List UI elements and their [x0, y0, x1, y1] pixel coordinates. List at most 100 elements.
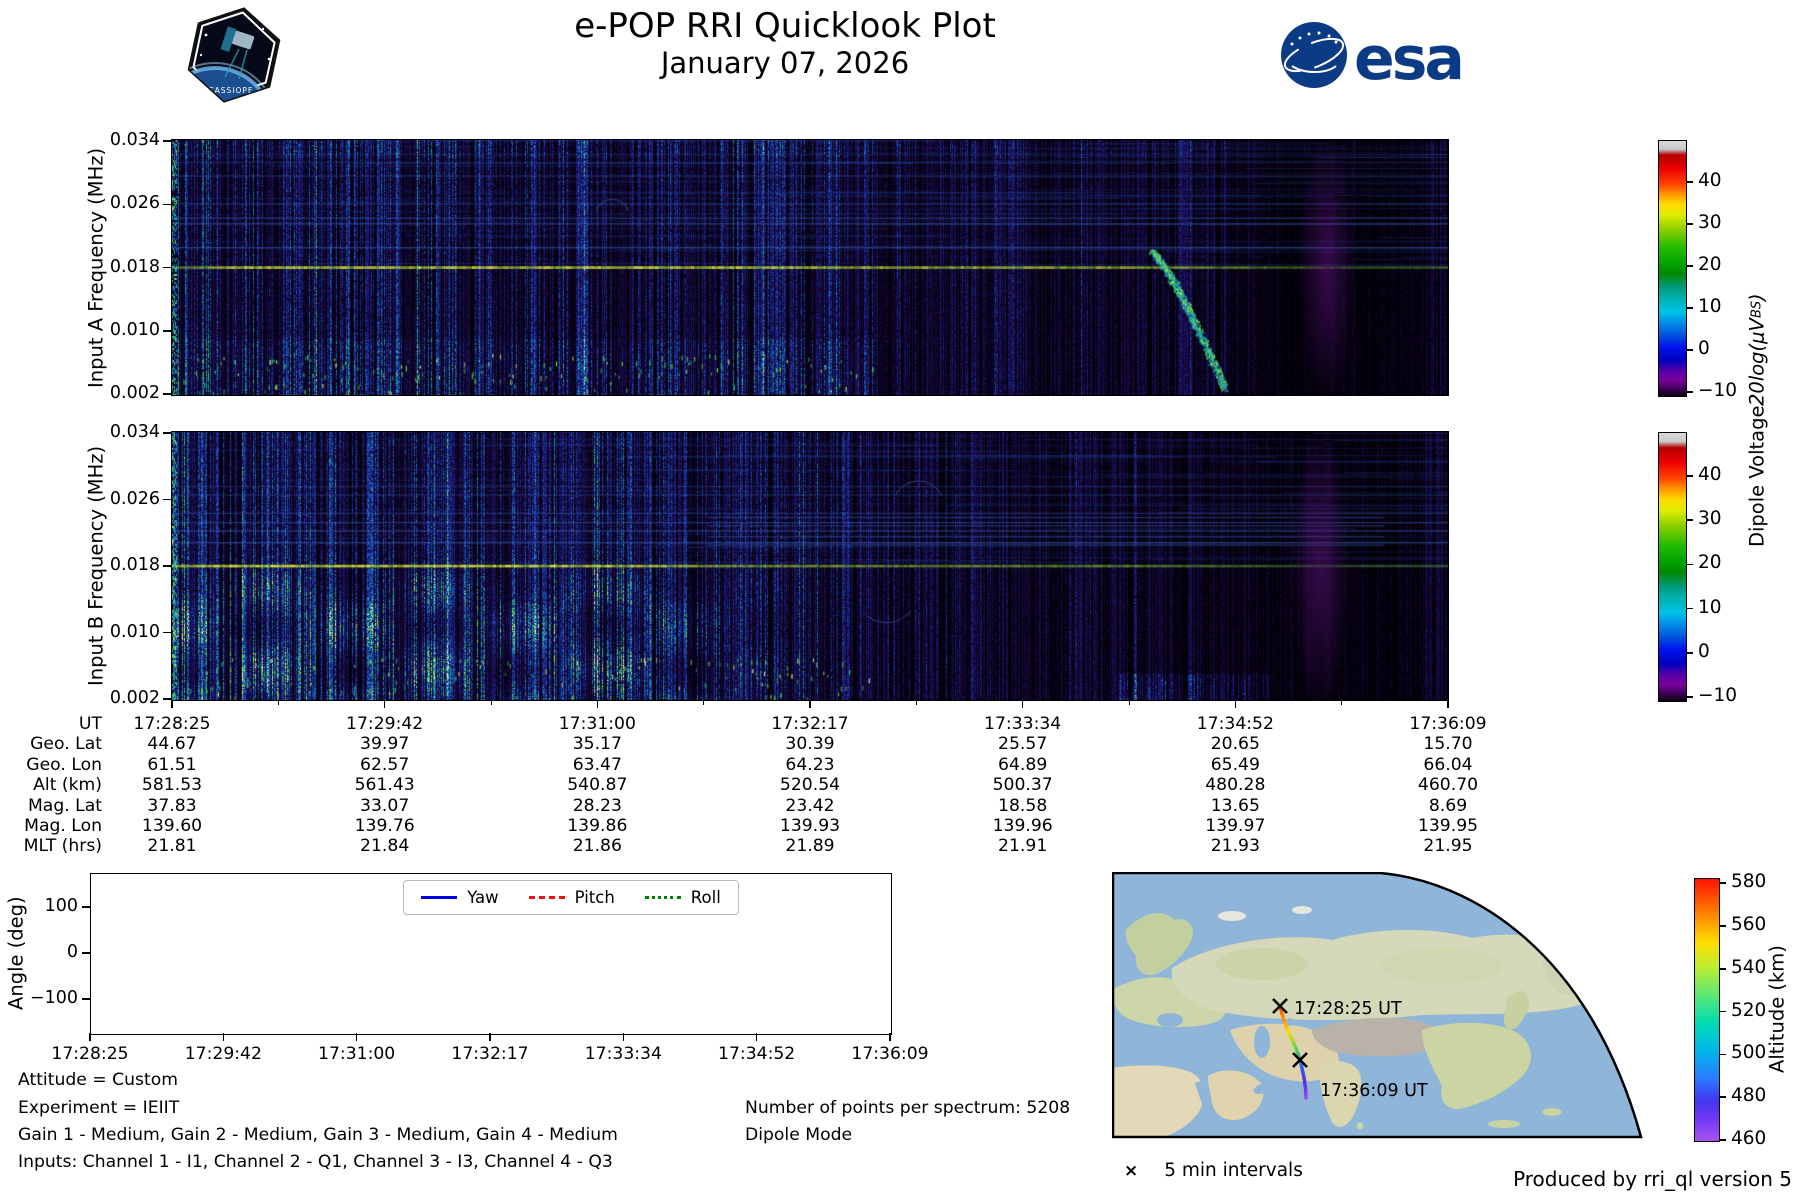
input-b-ytick-label: 0.010 [109, 621, 160, 642]
ephemeris-cell: 28.23 [572, 795, 622, 816]
input-b-colorbar-tick-mark [1686, 696, 1693, 698]
input-a-ytick-label: 0.034 [109, 130, 160, 150]
plot-date: January 07, 2026 [660, 46, 910, 80]
input-b-colorbar-tick-label: 20 [1698, 552, 1722, 574]
ephemeris-cell: 37.83 [147, 795, 197, 816]
altitude-colorbar-tick-mark [1719, 1010, 1726, 1013]
input-b-ytick-mark [163, 565, 171, 567]
esa-emblem-icon [1281, 22, 1347, 88]
ephemeris-cell: 25.57 [998, 734, 1048, 755]
altitude-colorbar-tick-label: 580 [1731, 871, 1767, 893]
altitude-colorbar [1694, 878, 1720, 1142]
ephemeris-cell: 500.37 [992, 775, 1053, 796]
input-a-colorbar-tick-mark [1686, 391, 1693, 393]
altitude-colorbar-tick-mark [1719, 882, 1726, 884]
altitude-colorbar-tick-label: 560 [1731, 914, 1767, 936]
altitude-colorbar-tick-mark [1719, 925, 1726, 927]
ephemeris-cell: 13.65 [1210, 795, 1260, 816]
input-a-ytick-mark [163, 266, 171, 269]
input-a-colorbar [1658, 140, 1687, 397]
patch-satellite [220, 26, 255, 80]
input-b-ytick-mark [163, 698, 171, 700]
input-a-colorbar-tick-mark [1686, 349, 1693, 351]
angle-xtick-mark [889, 1033, 891, 1041]
ephemeris-cell: 21.95 [1423, 836, 1473, 857]
angle-xtick-mark [755, 1033, 758, 1041]
legend-line-sample [528, 896, 565, 899]
ephemeris-cell: 44.67 [147, 734, 197, 755]
spectrogram-xtick-minor [915, 700, 917, 705]
track-start-label: 17:28:25 UT [1294, 999, 1402, 1019]
spectrogram-xtick-mark [1021, 700, 1024, 708]
input-b-ytick-label: 0.002 [109, 688, 160, 708]
ephemeris-row-label: Geo. Lat [30, 734, 102, 755]
input-a-ytick-label: 0.010 [109, 319, 160, 340]
legend-label: Roll [690, 888, 721, 907]
ephemeris-cell: 17:34:52 [1196, 714, 1274, 734]
input-a-ytick-label: 0.018 [109, 256, 160, 277]
ephemeris-cell: 21.93 [1210, 836, 1260, 857]
angle-ytick-mark [82, 998, 90, 1000]
angle-xtick-mark [355, 1033, 358, 1041]
ephemeris-row-label: UT [78, 714, 102, 734]
angle-xtick-label: 17:36:09 [851, 1044, 929, 1064]
angle-ytick-label: 0 [66, 942, 78, 962]
angle-xtick-label: 17:31:00 [318, 1044, 396, 1064]
input-b-spectrogram-frame [171, 431, 1449, 701]
ephemeris-cell: 561.43 [354, 775, 415, 796]
input-b-ytick-mark [163, 432, 171, 434]
ephemeris-cell: 63.47 [572, 754, 622, 775]
input-b-colorbar-tick-label: 40 [1698, 463, 1722, 485]
ephemeris-cell: 21.91 [998, 836, 1048, 857]
legend-item-pitch: Pitch [528, 888, 615, 907]
ephemeris-cell: 18.58 [998, 795, 1048, 816]
input-b-colorbar-tick-label: −10 [1698, 685, 1738, 707]
esa-logo: esa [1281, 22, 1465, 94]
angle-xtick-mark [89, 1033, 91, 1041]
ephemeris-row: Mag. Lon 139.60 139.76 139.86 139.93 139.96 13… [0, 816, 1560, 836]
ephemeris-cell: 65.49 [1210, 754, 1260, 775]
track-end-label: 17:36:09 UT [1320, 1081, 1428, 1101]
altitude-colorbar-tick-label: 500 [1731, 1042, 1767, 1064]
input-b-ytick-mark [163, 498, 171, 501]
angle-xtick-label: 17:32:17 [451, 1044, 529, 1064]
angle-ytick-label: −100 [29, 988, 78, 1008]
spectrogram-xtick-mark [596, 700, 599, 708]
input-b-ytick-label: 0.018 [109, 555, 160, 575]
input-b-ytick-label: 0.026 [109, 488, 160, 509]
ephemeris-cell: 17:36:09 [1409, 714, 1487, 734]
legend-item-roll: Roll [644, 888, 721, 907]
input-a-colorbar-tick-mark [1686, 265, 1693, 267]
angle-plot-legend: Yaw Pitch Roll [403, 880, 739, 915]
ephemeris-cell: 139.86 [567, 816, 628, 836]
input-b-colorbar [1658, 432, 1687, 702]
ephemeris-row: MLT (hrs) 21.81 21.84 21.86 21.89 21.91 21.93 2… [0, 836, 1560, 856]
ephemeris-row-label: Geo. Lon [26, 754, 102, 775]
map-interval-legend: × 5 min intervals [1124, 1160, 1303, 1181]
ephemeris-row-label: Mag. Lon [24, 816, 102, 836]
ephemeris-cell: 21.89 [785, 836, 835, 857]
ephemeris-row-label: Alt (km) [33, 775, 102, 796]
spectrogram-xtick-minor [277, 700, 279, 705]
input-a-ytick-label: 0.002 [109, 383, 160, 403]
x-marker-icon: × [1124, 1160, 1139, 1181]
input-a-colorbar-tick-mark [1686, 223, 1693, 225]
title-block: e-POP RRI Quicklook Plot January 07, 202… [285, 6, 1285, 80]
input-a-spectrogram-frame [171, 139, 1449, 396]
ephemeris-cell: 23.42 [785, 795, 835, 816]
ephemeris-cell: 66.04 [1423, 754, 1473, 775]
map-landmasses [1113, 906, 1597, 1137]
ephemeris-cell: 139.97 [1205, 816, 1266, 836]
annotation-right-line: Dipole Mode [745, 1125, 853, 1145]
input-a-colorbar-tick-label: 40 [1698, 169, 1722, 191]
ephemeris-cell: 460.70 [1417, 775, 1479, 796]
legend-label: Yaw [467, 888, 499, 907]
page-title: e-POP RRI Quicklook Plot [574, 6, 996, 46]
input-a-spectrogram [172, 140, 1448, 395]
input-b-colorbar-tick-mark [1686, 475, 1693, 477]
ephemeris-row: Mag. Lat 37.83 33.07 28.23 23.42 18.58 13.65 8.… [0, 796, 1560, 816]
ephemeris-cell: 20.65 [1210, 734, 1260, 755]
ephemeris-cell: 21.81 [147, 836, 197, 857]
input-b-colorbar-tick-mark [1686, 607, 1693, 610]
